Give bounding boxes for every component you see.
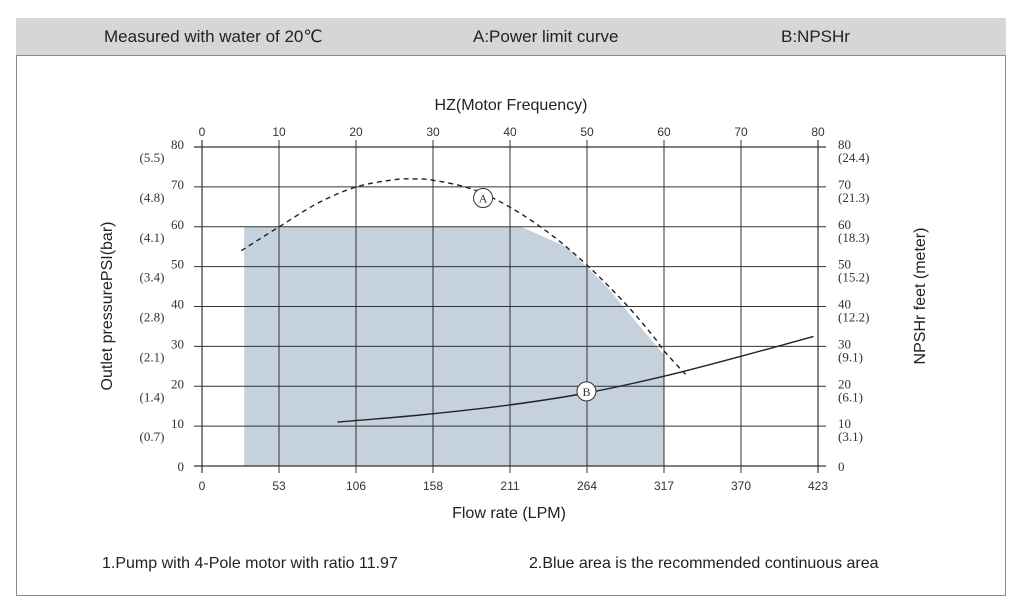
y-tick-sublabel: (4.1) (140, 230, 165, 245)
y2-tick-sublabel: (15.2) (838, 270, 869, 285)
y2-tick-sublabel: (9.1) (838, 349, 863, 364)
y2-tick-sublabel: (6.1) (838, 389, 863, 404)
curve-a-legend: A:Power limit curve (473, 27, 619, 46)
series-a-curve (240, 178, 687, 375)
x2-tick-label: 0 (199, 125, 206, 139)
footer-note-motor: 1.Pump with 4-Pole motor with ratio 11.9… (102, 555, 398, 572)
y-tick-sublabel: (1.4) (140, 389, 165, 404)
x2-tick-label: 20 (349, 125, 363, 139)
y-tick-sublabel: (2.1) (140, 349, 165, 364)
y2-tick-label: 30 (838, 336, 851, 351)
x-tick-label: 53 (272, 479, 286, 493)
y2-tick-sublabel: (12.2) (838, 310, 869, 325)
y-tick-label: 20 (171, 376, 184, 391)
y-tick-label: 80 (171, 137, 184, 152)
x-tick-label: 370 (731, 479, 751, 493)
y2-tick-label: 10 (838, 416, 851, 431)
curve-b-legend: B:NPSHr (781, 27, 850, 46)
y2-tick-label: 60 (838, 217, 851, 232)
y2-tick-label: 0 (838, 459, 845, 474)
x-tick-label: 106 (346, 479, 366, 493)
x2-tick-label: 40 (503, 125, 517, 139)
y-tick-sublabel: (0.7) (140, 429, 165, 444)
x-tick-label: 0 (199, 479, 206, 493)
x2-tick-label: 50 (580, 125, 594, 139)
x-tick-label: 423 (808, 479, 828, 493)
y2-tick-sublabel: (24.4) (838, 150, 869, 165)
x2-tick-label: 10 (272, 125, 286, 139)
footer-note-area: 2.Blue area is the recommended continuou… (529, 555, 879, 572)
x-tick-label: 264 (577, 479, 597, 493)
y2-axis-title: NPSHr feet (meter) (912, 228, 929, 365)
y-axis-title: Outlet pressurePSI(bar) (99, 222, 116, 391)
x-tick-label: 211 (500, 479, 519, 493)
y-tick-label: 40 (171, 297, 184, 312)
series-a-label: A (479, 192, 488, 206)
y2-tick-label: 20 (838, 376, 851, 391)
x-tick-label: 317 (654, 479, 674, 493)
series-b-label: B (582, 385, 590, 399)
x2-tick-label: 60 (657, 125, 671, 139)
y-tick-label: 0 (178, 459, 185, 474)
series-b-marker (576, 381, 597, 402)
x2-tick-label: 30 (426, 125, 440, 139)
header-bar: Measured with water of 20℃ A:Power limit… (16, 18, 1006, 56)
y-tick-label: 70 (171, 177, 184, 192)
y2-tick-sublabel: (3.1) (838, 429, 863, 444)
y2-tick-sublabel: (18.3) (838, 230, 869, 245)
series-a-marker (473, 188, 494, 209)
x-axis-title: Flow rate (LPM) (452, 505, 566, 522)
y-tick-sublabel: (2.8) (140, 310, 165, 325)
y2-tick-sublabel: (21.3) (838, 190, 869, 205)
x2-tick-label: 70 (734, 125, 748, 139)
y-tick-label: 60 (171, 217, 184, 232)
y-tick-sublabel: (4.8) (140, 190, 165, 205)
y2-tick-label: 50 (838, 257, 851, 272)
y2-tick-label: 40 (838, 297, 851, 312)
y-tick-label: 30 (171, 336, 184, 351)
measured-condition-label: Measured with water of 20℃ (104, 27, 323, 46)
x2-tick-label: 80 (811, 125, 825, 139)
y-tick-label: 10 (171, 416, 184, 431)
y-tick-label: 50 (171, 257, 184, 272)
x-tick-label: 158 (423, 479, 443, 493)
x2-axis-title: HZ(Motor Frequency) (435, 97, 588, 114)
y2-tick-label: 80 (838, 137, 851, 152)
y2-tick-label: 70 (838, 177, 851, 192)
y-tick-sublabel: (3.4) (140, 270, 165, 285)
y-tick-sublabel: (5.5) (140, 150, 165, 165)
